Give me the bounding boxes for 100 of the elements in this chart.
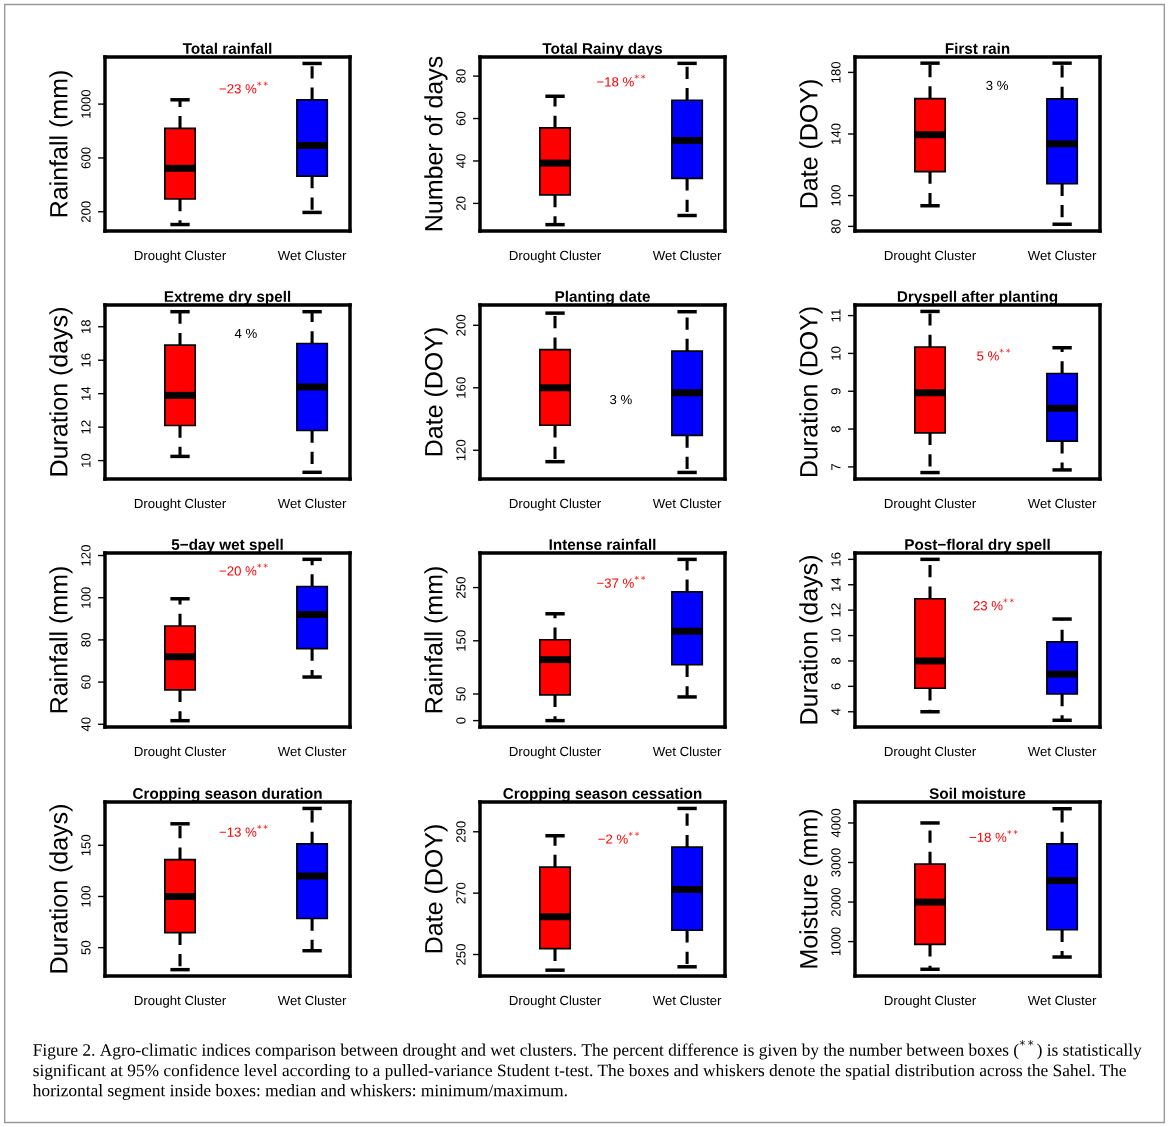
y-axis-title: Rainfall (mm) bbox=[49, 567, 73, 713]
chart-title: Planting date bbox=[555, 290, 650, 305]
y-axis-title: Duration (days) bbox=[49, 805, 73, 973]
annotation: 3 % bbox=[986, 80, 1008, 91]
y-axis-title: Rainfall (mm) bbox=[424, 567, 448, 713]
y-tick-label: 4000 bbox=[831, 808, 841, 838]
y-tick-label: 6 bbox=[831, 683, 841, 690]
y-tick-label: 140 bbox=[831, 123, 841, 144]
y-axis-title: Moisture (mm) bbox=[799, 809, 823, 968]
y-tick-label: 14 bbox=[831, 577, 841, 592]
x-tick-label: Wet Cluster bbox=[1027, 995, 1097, 1006]
y-tick-label: 40 bbox=[456, 154, 466, 169]
y-axis-title: Date (DOY) bbox=[424, 328, 448, 456]
y-tick-label: 1000 bbox=[831, 927, 841, 956]
y-tick-label: 100 bbox=[81, 885, 91, 907]
x-tick-label: Wet Cluster bbox=[652, 250, 722, 261]
y-tick-label: 16 bbox=[81, 353, 91, 367]
y-tick-label: 8 bbox=[831, 425, 841, 433]
x-tick-label: Drought Cluster bbox=[134, 746, 226, 759]
y-tick-label: 0 bbox=[456, 717, 466, 724]
y-tick-label: 20 bbox=[456, 196, 466, 211]
x-tick-label: Drought Cluster bbox=[884, 250, 976, 263]
y-tick-label: 60 bbox=[81, 675, 91, 689]
y-axis-title: Date (DOY) bbox=[799, 80, 823, 208]
chart-title: Dryspell after planting bbox=[897, 290, 1058, 305]
y-axis-title: Rainfall (mm) bbox=[49, 71, 73, 217]
x-tick-label: Wet Cluster bbox=[277, 250, 347, 261]
y-tick-label: 180 bbox=[831, 61, 841, 83]
y-tick-label: 50 bbox=[456, 687, 466, 701]
annotation: 5 %$^{**}$ bbox=[977, 348, 1011, 361]
y-tick-label: 12 bbox=[81, 420, 91, 434]
x-tick-label: Drought Cluster bbox=[884, 995, 976, 1008]
annotation: −37 %$^{**}$ bbox=[597, 575, 646, 588]
annotation: 3 % bbox=[610, 394, 632, 405]
y-tick-label: 40 bbox=[81, 717, 91, 732]
y-tick-label: 120 bbox=[456, 439, 466, 461]
y-tick-label: 200 bbox=[456, 314, 466, 336]
y-tick-label: 80 bbox=[456, 69, 466, 83]
x-tick-label: Drought Cluster bbox=[134, 498, 226, 511]
y-tick-label: 1000 bbox=[81, 89, 91, 118]
y-tick-label: 11 bbox=[831, 309, 841, 322]
y-tick-label: 120 bbox=[81, 545, 91, 566]
y-tick-label: 9 bbox=[831, 388, 841, 395]
annotation: −18 %$^{**}$ bbox=[969, 829, 1018, 842]
chart-title: Extreme dry spell bbox=[164, 290, 291, 305]
x-tick-label: Drought Cluster bbox=[509, 746, 601, 759]
chart-title: Cropping season duration bbox=[133, 787, 322, 802]
x-tick-label: Wet Cluster bbox=[277, 746, 347, 757]
x-tick-label: Wet Cluster bbox=[652, 746, 722, 757]
y-tick-label: 80 bbox=[81, 633, 91, 647]
chart-title: Post−floral dry spell bbox=[905, 538, 1050, 553]
x-tick-label: Drought Cluster bbox=[134, 995, 226, 1008]
x-tick-label: Drought Cluster bbox=[134, 250, 226, 263]
x-tick-label: Wet Cluster bbox=[1027, 250, 1097, 261]
y-tick-label: 80 bbox=[831, 219, 841, 234]
y-tick-label: 250 bbox=[456, 944, 466, 965]
x-tick-label: Wet Cluster bbox=[652, 498, 722, 509]
annotation: −2 %$^{**}$ bbox=[598, 831, 640, 844]
y-tick-label: 14 bbox=[81, 386, 91, 400]
annotation: −23 %$^{**}$ bbox=[219, 81, 268, 94]
annotation: −18 %$^{**}$ bbox=[597, 74, 646, 87]
y-tick-label: 10 bbox=[81, 453, 91, 467]
y-tick-label: 8 bbox=[831, 657, 841, 665]
y-tick-label: 600 bbox=[81, 147, 91, 169]
y-tick-label: 100 bbox=[831, 185, 841, 206]
y-tick-label: 250 bbox=[456, 577, 466, 598]
y-tick-label: 4 bbox=[831, 708, 841, 716]
y-axis-title: Duration (DOY) bbox=[799, 307, 823, 477]
annotation: 4 % bbox=[234, 328, 257, 339]
annotation: −13 %$^{**}$ bbox=[219, 824, 268, 837]
chart-title: Soil moisture bbox=[929, 787, 1026, 799]
y-axis-title: Duration (days) bbox=[49, 308, 73, 476]
y-tick-label: 270 bbox=[456, 882, 466, 904]
x-tick-label: Drought Cluster bbox=[509, 498, 601, 511]
annotation: 23 %$^{**}$ bbox=[973, 598, 1014, 611]
chart-title: Total rainfall bbox=[182, 42, 272, 54]
x-tick-label: Drought Cluster bbox=[884, 746, 976, 759]
y-tick-label: 290 bbox=[456, 821, 466, 843]
x-tick-label: Wet Cluster bbox=[1027, 498, 1097, 509]
y-tick-label: 2000 bbox=[831, 887, 841, 917]
annotation: −20 %$^{**}$ bbox=[219, 563, 268, 576]
y-tick-label: 50 bbox=[81, 940, 91, 955]
y-tick-label: 150 bbox=[81, 834, 91, 856]
y-axis-title: Number of days bbox=[424, 56, 448, 231]
y-tick-label: 60 bbox=[456, 111, 466, 126]
y-tick-label: 7 bbox=[831, 463, 841, 470]
chart-title: First rain bbox=[945, 42, 1010, 54]
x-tick-label: Wet Cluster bbox=[277, 995, 347, 1006]
y-tick-label: 160 bbox=[456, 377, 466, 398]
x-tick-label: Wet Cluster bbox=[277, 498, 347, 509]
y-tick-label: 16 bbox=[831, 552, 841, 566]
y-tick-label: 18 bbox=[81, 319, 91, 334]
y-axis-title: Date (DOY) bbox=[424, 825, 448, 953]
y-tick-label: 100 bbox=[81, 587, 91, 608]
y-tick-label: 150 bbox=[456, 630, 466, 651]
y-axis-title: Duration (days) bbox=[799, 556, 823, 724]
x-tick-label: Drought Cluster bbox=[884, 498, 976, 511]
x-tick-label: Drought Cluster bbox=[509, 995, 601, 1008]
x-tick-label: Wet Cluster bbox=[1027, 746, 1097, 757]
chart-title: Intense rainfall bbox=[549, 538, 656, 550]
